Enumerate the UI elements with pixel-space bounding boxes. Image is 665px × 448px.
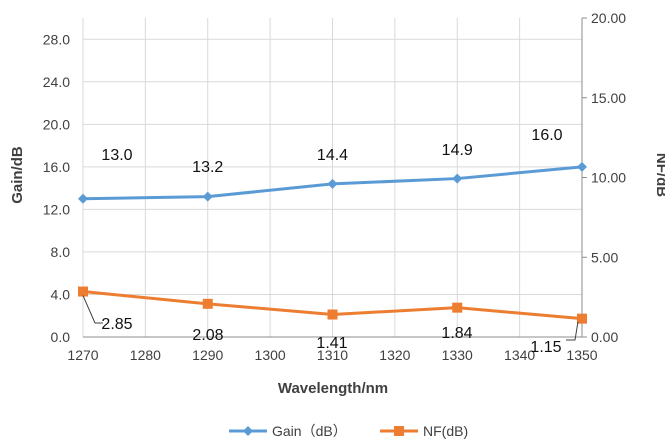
y-tick-label: 16.0	[43, 159, 70, 175]
x-axis-title: Wavelength/nm	[278, 380, 388, 397]
nf-point	[78, 286, 88, 297]
x-tick-label: 1350	[566, 347, 597, 363]
nf-data-label: 2.85	[101, 316, 132, 333]
y2-tick-label: 10.00	[591, 170, 626, 186]
nf-point	[577, 313, 587, 324]
gain-data-label: 14.4	[317, 147, 348, 164]
gain-data-label: 13.2	[192, 159, 223, 176]
nf-point	[327, 309, 338, 320]
y-tick-label: 24.0	[43, 74, 70, 90]
x-tick-label: 1300	[255, 347, 286, 363]
y-tick-label: 4.0	[51, 286, 71, 302]
y2-tick-label: 20.00	[591, 10, 626, 26]
data-labels: 13.0 13.2 14.4 14.9 16.0 2.85 2.08 1.41 1.84 1.15	[82, 127, 579, 356]
legend-nf-marker	[394, 426, 404, 436]
nf-data-label: 1.41	[316, 335, 347, 352]
x-tick-label: 1270	[67, 347, 98, 363]
x-tick-label: 1290	[192, 347, 223, 363]
nf-data-label: 1.84	[441, 325, 472, 342]
nf-leader-line	[82, 295, 103, 324]
x-tick-label: 1320	[379, 347, 410, 363]
nf-leader-line	[566, 321, 579, 341]
nf-data-label: 2.08	[192, 327, 223, 344]
y2-tick-label: 15.00	[591, 90, 626, 106]
legend: Gain（dB） NF(dB)	[229, 423, 468, 439]
x-tick-label: 1310	[317, 347, 348, 363]
x-tick-label: 1280	[130, 347, 161, 363]
legend-gain-marker	[243, 426, 253, 436]
y-tick-labels: 0.0 4.0 8.0 12.0 16.0 20.0 24.0 28.0	[43, 31, 70, 345]
legend-gain-label: Gain（dB）	[272, 423, 347, 439]
gain-data-label: 16.0	[531, 127, 562, 144]
x-tick-label: 1330	[442, 347, 473, 363]
gain-data-label: 14.9	[442, 142, 473, 159]
y2-axis-title: NF/dB	[653, 153, 665, 197]
y-tick-label: 28.0	[43, 31, 70, 47]
gain-point	[327, 178, 338, 189]
y-tick-label: 8.0	[51, 244, 71, 260]
nf-point	[202, 298, 213, 309]
y2-tick-label: 0.00	[591, 329, 618, 345]
y-tick-label: 20.0	[43, 116, 70, 132]
gain-point	[202, 191, 213, 202]
gain-point	[577, 161, 587, 172]
axes	[83, 17, 587, 338]
x-tick-labels: 1270 1280 1290 1300 1310 1320 1330 1340 1350	[67, 347, 597, 363]
grid	[82, 18, 583, 338]
nf-point	[452, 302, 463, 313]
gain-data-label: 13.0	[101, 147, 132, 164]
y-tick-label: 12.0	[43, 201, 70, 217]
y-axis-title: Gain/dB	[9, 146, 26, 204]
gain-point	[452, 173, 463, 184]
series-group	[78, 161, 587, 324]
gain-point	[78, 193, 88, 204]
legend-nf-label: NF(dB)	[423, 423, 468, 439]
nf-data-label: 1.15	[530, 339, 561, 356]
y2-tick-label: 5.00	[591, 249, 618, 265]
y-tick-label: 0.0	[51, 329, 71, 345]
y2-tick-labels: 0.00 5.00 10.00 15.00 20.00	[591, 10, 626, 345]
x-tick-label: 1340	[504, 347, 535, 363]
